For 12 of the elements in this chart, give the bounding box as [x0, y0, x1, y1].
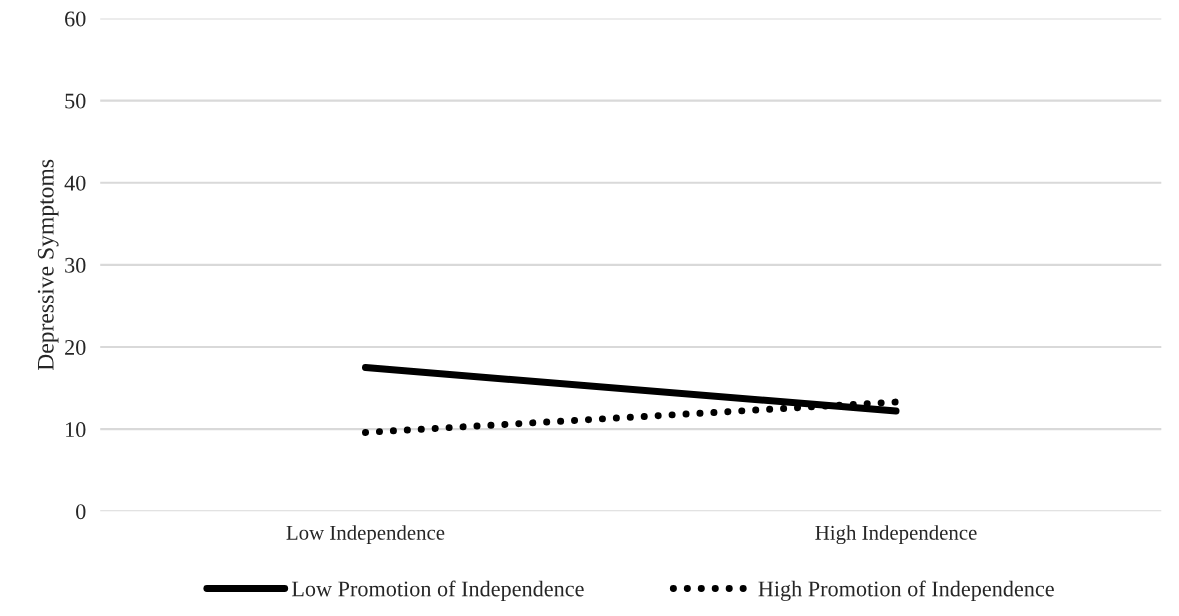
y-axis-title: Depressive Symptoms	[37, 159, 59, 371]
x-tick-label: Low Independence	[286, 525, 445, 545]
legend-label: Low Promotion of Independence	[291, 580, 584, 601]
y-tick-label: 60	[65, 11, 86, 27]
legend-label: High Promotion of Independence	[758, 580, 1054, 601]
y-tick-label: 20	[65, 339, 86, 355]
y-tick-label: 30	[65, 257, 86, 273]
y-tick-label: 10	[66, 422, 86, 438]
y-tick-label: 0	[76, 504, 86, 520]
x-tick-label: High Independence	[815, 525, 977, 545]
y-tick-label: 40	[64, 175, 86, 191]
y-tick-label: 50	[65, 93, 86, 109]
